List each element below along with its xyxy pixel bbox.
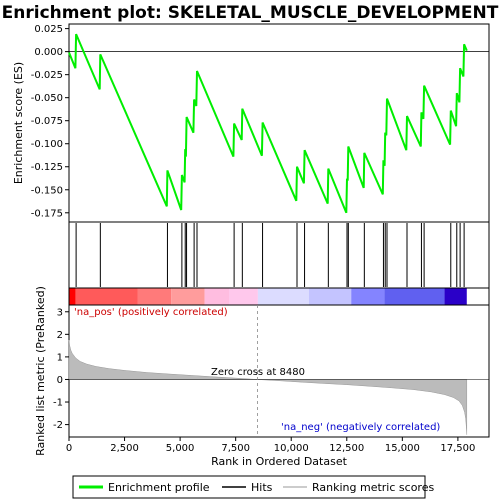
colorbar-segment xyxy=(229,288,258,305)
x-tick-label: 5,000 xyxy=(166,443,195,454)
legend-label-enrichment: Enrichment profile xyxy=(108,481,210,494)
rank-y-tick-label: -2 xyxy=(53,420,63,431)
colorbar-segment xyxy=(171,288,205,305)
colorbar-segment xyxy=(351,288,385,305)
chart-title: Enrichment plot: SKELETAL_MUSCLE_DEVELOP… xyxy=(2,3,499,23)
legend: Enrichment profile Hits Ranking metric s… xyxy=(72,475,434,499)
legend-label-hits: Hits xyxy=(251,481,273,494)
colorbar-segment xyxy=(75,288,138,305)
colorbar-segment xyxy=(257,288,309,305)
enrichment-profile-line xyxy=(68,33,468,214)
ranking-metric-area xyxy=(68,339,468,435)
x-tick-label: 0 xyxy=(66,443,72,454)
rank-y-tick-label: -1 xyxy=(53,398,63,409)
rank-y-axis: 3 2 1 0 -1 -2 xyxy=(53,307,69,431)
rank-y-tick-label: 1 xyxy=(57,352,63,363)
x-tick-label: 12,500 xyxy=(329,443,364,454)
es-y-tick-label: -0.025 xyxy=(31,70,63,81)
rank-y-tick-label: 3 xyxy=(57,307,63,318)
es-y-tick-label: -0.075 xyxy=(31,116,63,127)
x-axis: 0 2,500 5,000 7,500 10,000 12,500 15,000 17,500 xyxy=(66,437,475,454)
hits-panel xyxy=(68,221,490,289)
es-y-axis: 0.025 0.000 -0.025 -0.050 -0.075 -0.100 -0.125… xyxy=(31,24,69,219)
rank-y-axis-label: Ranked list metric (PreRanked) xyxy=(34,286,47,456)
es-y-axis-label: Enrichment score (ES) xyxy=(12,62,25,184)
legend-label-ranking: Ranking metric scores xyxy=(312,481,434,494)
x-tick-label: 7,500 xyxy=(221,443,250,454)
x-tick-label: 15,000 xyxy=(385,443,420,454)
rank-y-tick-label: 0 xyxy=(57,375,63,386)
legend-frame xyxy=(72,475,426,499)
es-y-tick-label: 0.000 xyxy=(34,47,63,58)
x-tick-label: 10,000 xyxy=(274,443,309,454)
es-y-tick-label: 0.025 xyxy=(34,24,63,35)
es-y-tick-label: -0.125 xyxy=(31,162,63,173)
colorbar-segment xyxy=(137,288,172,305)
negative-label: 'na_neg' (negatively correlated) xyxy=(281,422,440,433)
hits-panel-frame xyxy=(68,221,490,289)
positive-label: 'na_pos' (positively correlated) xyxy=(74,307,228,318)
x-tick-label: 2,500 xyxy=(110,443,139,454)
rank-y-tick-label: 2 xyxy=(57,330,63,341)
x-axis-label: Rank in Ordered Dataset xyxy=(211,455,348,468)
es-y-tick-label: -0.100 xyxy=(31,139,63,150)
rank-panel: 3 2 1 0 -1 -2 'na_pos' (positively correlated… xyxy=(53,304,490,438)
x-tick-label: 17,500 xyxy=(440,443,475,454)
colorbar-segment xyxy=(309,288,352,305)
es-panel-frame xyxy=(68,23,490,223)
es-panel: 0.025 0.000 -0.025 -0.050 -0.075 -0.100 -0.125… xyxy=(31,23,490,223)
zero-cross-label: Zero cross at 8480 xyxy=(211,367,305,378)
es-y-tick-label: -0.150 xyxy=(31,185,63,196)
ranking-colorbar xyxy=(69,288,467,305)
colorbar-segment xyxy=(204,288,229,305)
es-y-tick-label: -0.050 xyxy=(31,93,63,104)
colorbar-segment xyxy=(384,288,445,305)
colorbar-segment xyxy=(444,288,467,305)
rank-panel-frame xyxy=(68,304,490,438)
colorbar-segment xyxy=(69,288,76,305)
hit-marks xyxy=(75,223,465,287)
es-y-tick-label: -0.175 xyxy=(31,208,63,219)
